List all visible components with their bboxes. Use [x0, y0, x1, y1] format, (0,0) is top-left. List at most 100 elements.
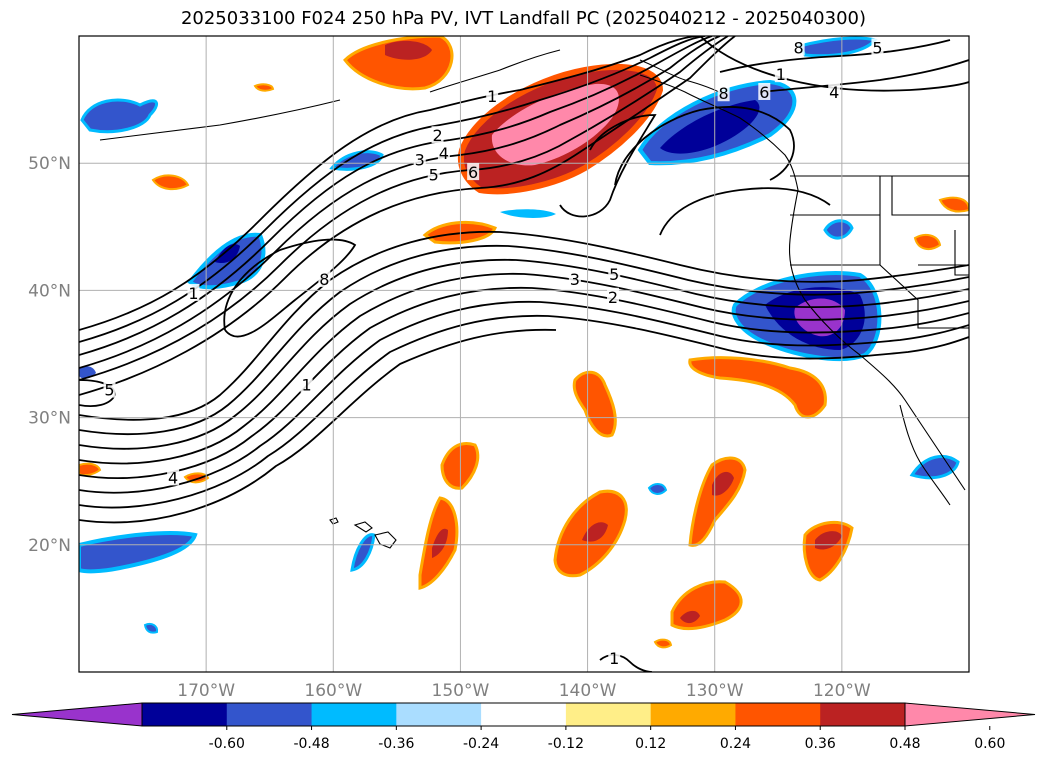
contour-label: 2: [432, 126, 442, 145]
map-frame: [78, 35, 970, 673]
state-border-3: [790, 264, 969, 329]
pos-anomaly-subtropical-5: [688, 456, 747, 547]
contour-label-bg: [717, 84, 730, 102]
hawaii-islands: [329, 517, 397, 549]
pv-contour-jet-7: [79, 314, 969, 509]
lon-tick-label: 150°W: [432, 681, 490, 701]
lon-tick-label: 160°W: [304, 681, 362, 701]
contour-label-bg: [187, 283, 200, 301]
colorbar-label: 0.12: [635, 736, 666, 752]
contour-label-bg: [758, 82, 771, 100]
contour-label-bg: [608, 649, 621, 667]
contour-label: 1: [188, 284, 198, 303]
neg-anomaly-hawaii: [350, 533, 376, 572]
colorbar-label: -0.36: [378, 736, 414, 752]
colorbar-label: -0.24: [463, 736, 499, 752]
colorbar-label: 0.48: [889, 736, 920, 752]
contour-label: 1: [301, 376, 311, 395]
contour-label-bg: [300, 375, 313, 393]
pv-contour-1: [79, 36, 701, 331]
colorbar-frame: [141, 702, 906, 727]
pv-contour-bottom: [599, 654, 653, 672]
aleutian-islands: [99, 99, 341, 141]
coastlines: [99, 49, 969, 549]
colorbar-segment: [735, 703, 821, 726]
pv-contour-north-2: [759, 59, 969, 93]
contour-label: 6: [759, 83, 769, 102]
pos-anomaly-subtropical-5-core: [712, 471, 734, 496]
pos-anomaly-subtropical-7: [670, 580, 743, 631]
pos-anomaly-small-4: [79, 462, 102, 477]
pos-anomaly-subtropical-3-core: [432, 528, 448, 558]
pv-contour-jet-3: [79, 258, 969, 450]
contour-label-bg: [568, 269, 581, 287]
positive-anomaly-shading: [79, 36, 969, 649]
contour-label: 5: [429, 166, 439, 185]
pos-anomaly-small-6: [253, 83, 275, 92]
neg-anomaly-small-1: [500, 209, 556, 218]
contour-label-bg: [828, 82, 841, 100]
colorbar-segment: [311, 703, 397, 726]
contour-label-bg: [607, 287, 619, 305]
pv-contour-south: [79, 328, 557, 524]
pos-anomaly-small-2: [913, 233, 942, 251]
pos-anomaly-subtropical-1: [572, 370, 617, 438]
contour-label-bg: [871, 38, 884, 56]
contour-label: 1: [776, 65, 786, 84]
neg-anomaly-aleutian-west: [80, 98, 158, 134]
colorbar-label: -0.12: [548, 736, 584, 752]
neg-anomaly-small-2: [647, 483, 668, 495]
contour-label: 1: [487, 87, 497, 106]
contour-label: 5: [872, 38, 882, 57]
contour-label: 3: [570, 270, 580, 289]
contour-label: 4: [168, 468, 178, 487]
colorbar-extend-left: [11, 702, 143, 727]
lat-tick-label: 20°N: [28, 536, 71, 556]
pos-anomaly-subtropical-4-core: [582, 522, 608, 542]
colorbar-segment: [481, 703, 567, 726]
pv-contour-jet-5: [79, 286, 969, 479]
pos-anomaly-small-1: [151, 174, 190, 191]
contour-label-bg: [427, 165, 440, 183]
colorbar-segment: [396, 703, 482, 726]
colorbar-label: 0.36: [805, 736, 836, 752]
colorbar-segment: [820, 703, 906, 726]
state-border-5: [954, 230, 969, 276]
neg-anomaly-pacific-nw-core: [660, 100, 760, 154]
contour-label: 5: [609, 265, 619, 284]
state-border-6: [891, 176, 969, 216]
pv-contour-jet-1: [79, 230, 969, 421]
pv-contour-pnw-1: [614, 106, 795, 186]
contour-label-bg: [774, 65, 787, 83]
contour-label-bg: [167, 468, 180, 486]
pv-contour-jet-4: [79, 272, 969, 465]
colorbar-segment: [142, 703, 228, 726]
contour-label: 8: [319, 270, 329, 289]
coastline-alaska-peninsula: [429, 49, 561, 93]
lat-tick-label: 30°N: [28, 409, 71, 429]
colorbar-label: -0.60: [209, 736, 245, 752]
contour-label-bg: [431, 126, 444, 144]
colorbar-label: -0.48: [293, 736, 329, 752]
coastline-baja: [899, 404, 951, 506]
colorbar-segment: [226, 703, 313, 726]
longitude-tick-labels: 170°W 160°W 150°W 140°W 130°W 120°W: [177, 681, 871, 701]
contour-label: 3: [415, 150, 425, 169]
lat-tick-label: 50°N: [28, 154, 71, 174]
contour-label: 4: [829, 83, 839, 102]
coastline-north-america: [639, 74, 966, 491]
neg-anomaly-oregon: [823, 219, 854, 240]
contour-label-bg: [103, 380, 116, 398]
contour-label: 8: [719, 84, 729, 103]
neg-anomaly-subtropical-west: [79, 531, 198, 574]
neg-anomaly-north-edge: [797, 36, 878, 58]
contour-label-bg: [413, 150, 426, 168]
pv-contour-jet-2: [79, 244, 969, 435]
pos-anomaly-subtropical-2: [440, 442, 480, 490]
pos-anomaly-alaska-core: [385, 40, 432, 60]
lon-tick-label: 130°W: [686, 681, 744, 701]
lon-tick-label: 140°W: [559, 681, 617, 701]
contour-label-bg: [437, 144, 450, 162]
